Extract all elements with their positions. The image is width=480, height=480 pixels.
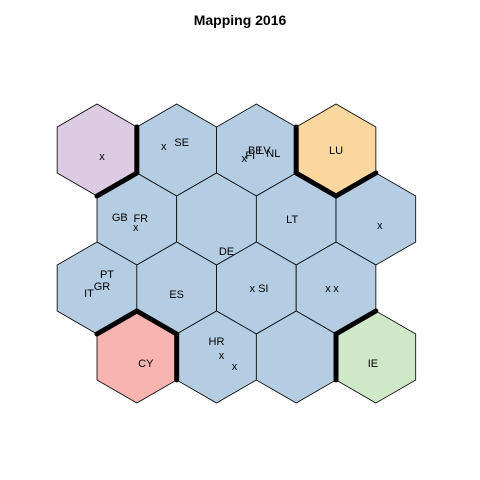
country-label-r3c3-0: IE xyxy=(368,358,378,370)
country-label-r2c1-0: ES xyxy=(169,289,184,301)
cell-marker-r3c1-1: x xyxy=(219,350,225,362)
country-label-r1c0-1: FR xyxy=(133,213,148,225)
country-label-r1c1-0: DE xyxy=(219,246,234,258)
cell-marker-r0c1-0: x xyxy=(161,141,167,153)
cell-marker-r2c3-1: x xyxy=(333,283,339,295)
country-label-r2c2-1: SI xyxy=(258,283,268,295)
country-label-r1c2-0: LT xyxy=(286,214,298,226)
cluster-boundary-8 xyxy=(333,308,379,337)
cluster-boundary-1 xyxy=(94,170,140,199)
cell-marker-r0c0-0: x xyxy=(99,151,105,163)
cluster-boundary-4 xyxy=(333,170,379,199)
cluster-boundary-5 xyxy=(94,308,140,337)
chart-title: Mapping 2016 xyxy=(194,12,287,28)
cluster-boundary-3 xyxy=(293,170,339,199)
country-label-r0c2-2: BE xyxy=(248,145,263,157)
cell-marker-r2c2-0: x xyxy=(250,283,256,295)
country-label-r2c0-1: GR xyxy=(94,281,111,293)
cell-marker-r2c3-0: x xyxy=(325,283,331,295)
country-label-r1c0-0: GB xyxy=(112,212,128,224)
country-label-r2c0-2: IT xyxy=(84,288,94,300)
cluster-boundary-6 xyxy=(134,308,180,337)
cell-marker-r0c2-0: x xyxy=(242,153,248,165)
cell-marker-r3c1-2: x xyxy=(232,361,238,373)
country-label-r0c2-4: NL xyxy=(266,148,280,160)
country-label-r0c1-1: SE xyxy=(174,137,189,149)
cluster-boundaries xyxy=(94,124,379,383)
cell-marker-r1c3-0: x xyxy=(377,220,383,232)
country-label-r0c2-1: FI xyxy=(245,150,255,162)
country-label-r0c2-3: LV xyxy=(258,145,271,157)
country-label-r0c3-0: LU xyxy=(329,145,343,157)
country-label-r3c1-0: HR xyxy=(209,336,225,348)
country-label-r3c0-0: CY xyxy=(138,358,154,370)
hex-cells xyxy=(56,103,417,404)
country-label-r2c0-0: PT xyxy=(100,269,114,281)
cell-marker-r1c0-2: x xyxy=(133,222,139,234)
